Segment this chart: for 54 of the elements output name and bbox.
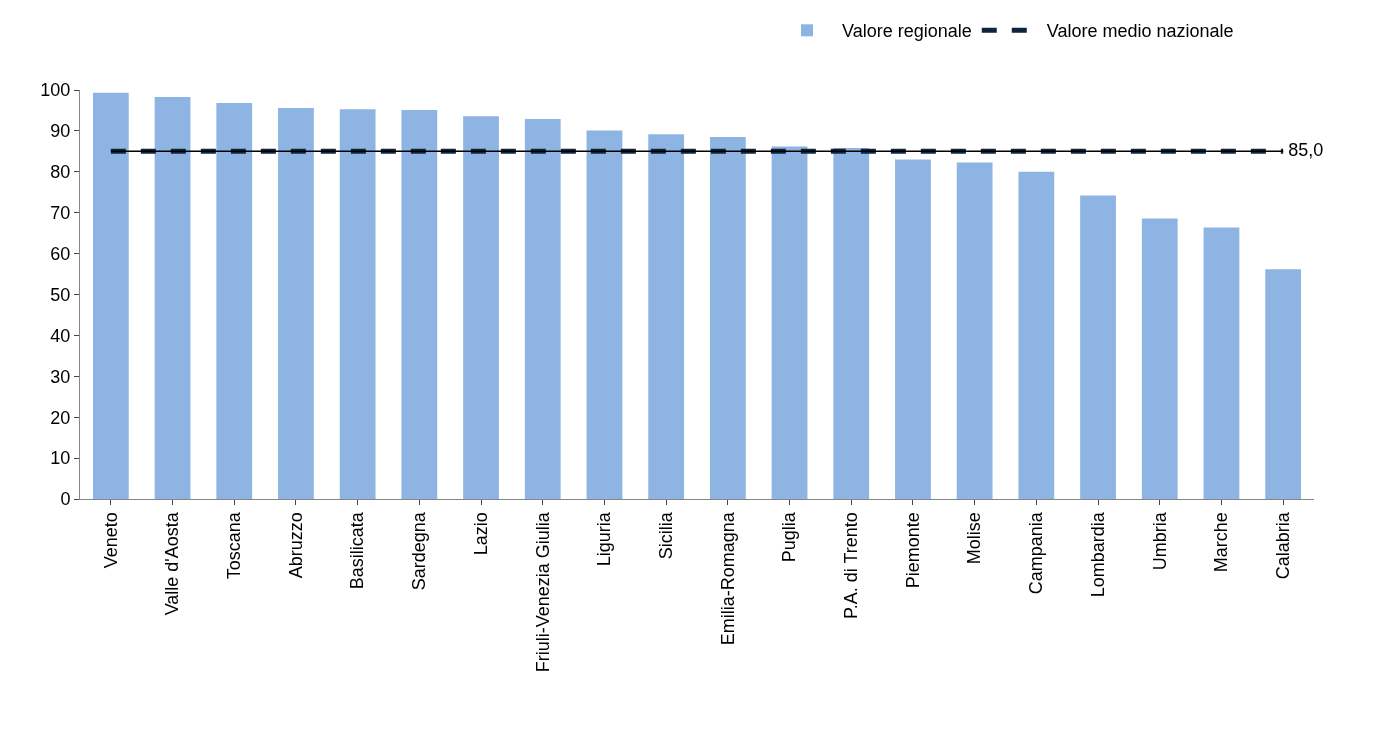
x-tick-label: Basilicata	[347, 511, 368, 590]
bar	[648, 134, 685, 499]
x-tick-label: Calabria	[1273, 511, 1293, 580]
x-tick-label: Emilia-Romagna	[717, 511, 738, 646]
bar	[401, 110, 438, 499]
bar	[1265, 269, 1302, 499]
x-tick-label: Umbria	[1149, 511, 1170, 571]
x-tick-label: Valle d'Aosta	[162, 511, 183, 616]
bar	[586, 130, 623, 499]
bar	[895, 159, 931, 499]
bar	[1203, 227, 1240, 499]
x-tick-label: Sardegna	[409, 511, 430, 591]
x-tick-label: Lazio	[470, 512, 491, 556]
bar	[1080, 195, 1116, 499]
y-tick-label: 80	[50, 162, 71, 183]
x-tick-label: Toscana	[224, 511, 245, 580]
x-tick-label: Puglia	[779, 511, 800, 563]
y-tick-label: 60	[50, 243, 71, 264]
bar	[463, 116, 499, 499]
bar	[92, 92, 129, 499]
bar	[956, 162, 993, 499]
bar	[278, 108, 314, 499]
x-tick-label: Piemonte	[902, 512, 923, 589]
bar	[833, 148, 870, 499]
bar	[154, 96, 191, 499]
bar	[1018, 171, 1055, 499]
x-tick-label: Molise	[964, 512, 985, 565]
bar	[771, 146, 808, 499]
bar	[1141, 218, 1178, 499]
y-tick-label: 100	[40, 80, 71, 101]
data-label: 85,0	[1283, 139, 1324, 160]
legend-label: Valore regionale	[842, 21, 972, 42]
y-tick-label: 0	[60, 489, 71, 510]
y-tick-label: 40	[50, 325, 71, 346]
y-tick-label: 90	[50, 121, 71, 142]
x-tick-label: Sicilia	[656, 511, 676, 560]
bar	[709, 137, 746, 499]
legend-label: Valore medio nazionale	[1046, 21, 1234, 42]
x-tick-label: Abruzzo	[285, 512, 306, 579]
y-tick-label: 30	[50, 366, 71, 387]
y-tick-label: 70	[50, 203, 71, 223]
x-tick-label: Campania	[1026, 511, 1047, 595]
x-tick-label: Liguria	[594, 511, 615, 567]
bar	[216, 103, 253, 499]
x-tick-label: Lombardia	[1087, 511, 1108, 598]
y-tick-label: 50	[50, 284, 71, 305]
x-tick-label: Veneto	[100, 512, 121, 569]
x-tick-label: Friuli-Venezia Giulia	[532, 511, 553, 673]
bar	[524, 119, 561, 499]
x-tick-label: Marche	[1211, 512, 1232, 573]
y-tick-label: 20	[50, 407, 71, 428]
bar	[339, 109, 376, 499]
x-tick-label: P.A. di Trento	[841, 512, 862, 619]
y-tick-label: 10	[50, 448, 71, 469]
